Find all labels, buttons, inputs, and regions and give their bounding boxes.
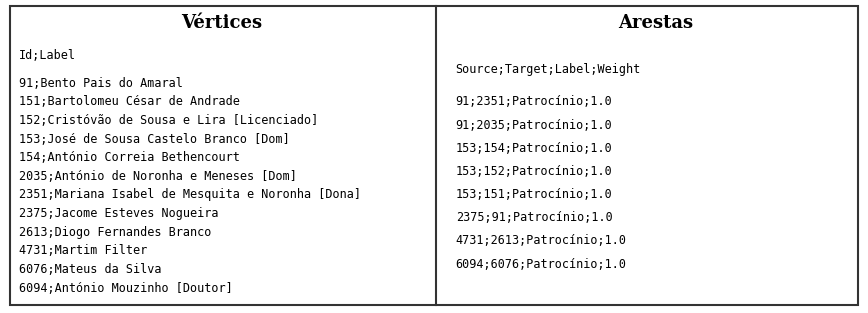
Text: 4731;Martim Filter: 4731;Martim Filter [19,244,148,257]
Text: 152;Cristóvão de Sousa e Lira [Licenciado]: 152;Cristóvão de Sousa e Lira [Licenciad… [19,114,319,127]
Text: 6076;Mateus da Silva: 6076;Mateus da Silva [19,263,161,276]
FancyBboxPatch shape [10,6,858,305]
Text: 2375;91;Patrocínio;1.0: 2375;91;Patrocínio;1.0 [456,211,613,224]
Text: Source;Target;Label;Weight: Source;Target;Label;Weight [456,63,641,76]
Text: 2351;Mariana Isabel de Mesquita e Noronha [Dona]: 2351;Mariana Isabel de Mesquita e Noronh… [19,188,361,202]
Text: 154;António Correia Bethencourt: 154;António Correia Bethencourt [19,151,240,164]
Text: 6094;6076;Patrocínio;1.0: 6094;6076;Patrocínio;1.0 [456,258,627,271]
Text: Vértices: Vértices [181,14,262,32]
Text: 2613;Diogo Fernandes Branco: 2613;Diogo Fernandes Branco [19,226,212,239]
Text: 4731;2613;Patrocínio;1.0: 4731;2613;Patrocínio;1.0 [456,234,627,248]
Text: 153;154;Patrocínio;1.0: 153;154;Patrocínio;1.0 [456,142,613,155]
Text: 91;Bento Pais do Amaral: 91;Bento Pais do Amaral [19,77,183,90]
Text: 153;152;Patrocínio;1.0: 153;152;Patrocínio;1.0 [456,165,613,178]
Text: 153;José de Sousa Castelo Branco [Dom]: 153;José de Sousa Castelo Branco [Dom] [19,133,290,146]
Text: Arestas: Arestas [618,14,693,32]
Text: 91;2035;Patrocínio;1.0: 91;2035;Patrocínio;1.0 [456,119,613,132]
Text: 2035;António de Noronha e Meneses [Dom]: 2035;António de Noronha e Meneses [Dom] [19,170,297,183]
Text: 2375;Jacome Esteves Nogueira: 2375;Jacome Esteves Nogueira [19,207,219,220]
Text: 151;Bartolomeu César de Andrade: 151;Bartolomeu César de Andrade [19,95,240,108]
Text: 153;151;Patrocínio;1.0: 153;151;Patrocínio;1.0 [456,188,613,201]
Text: Id;Label: Id;Label [19,49,76,62]
Text: 6094;António Mouzinho [Doutor]: 6094;António Mouzinho [Doutor] [19,282,233,295]
Text: 91;2351;Patrocínio;1.0: 91;2351;Patrocínio;1.0 [456,95,613,109]
